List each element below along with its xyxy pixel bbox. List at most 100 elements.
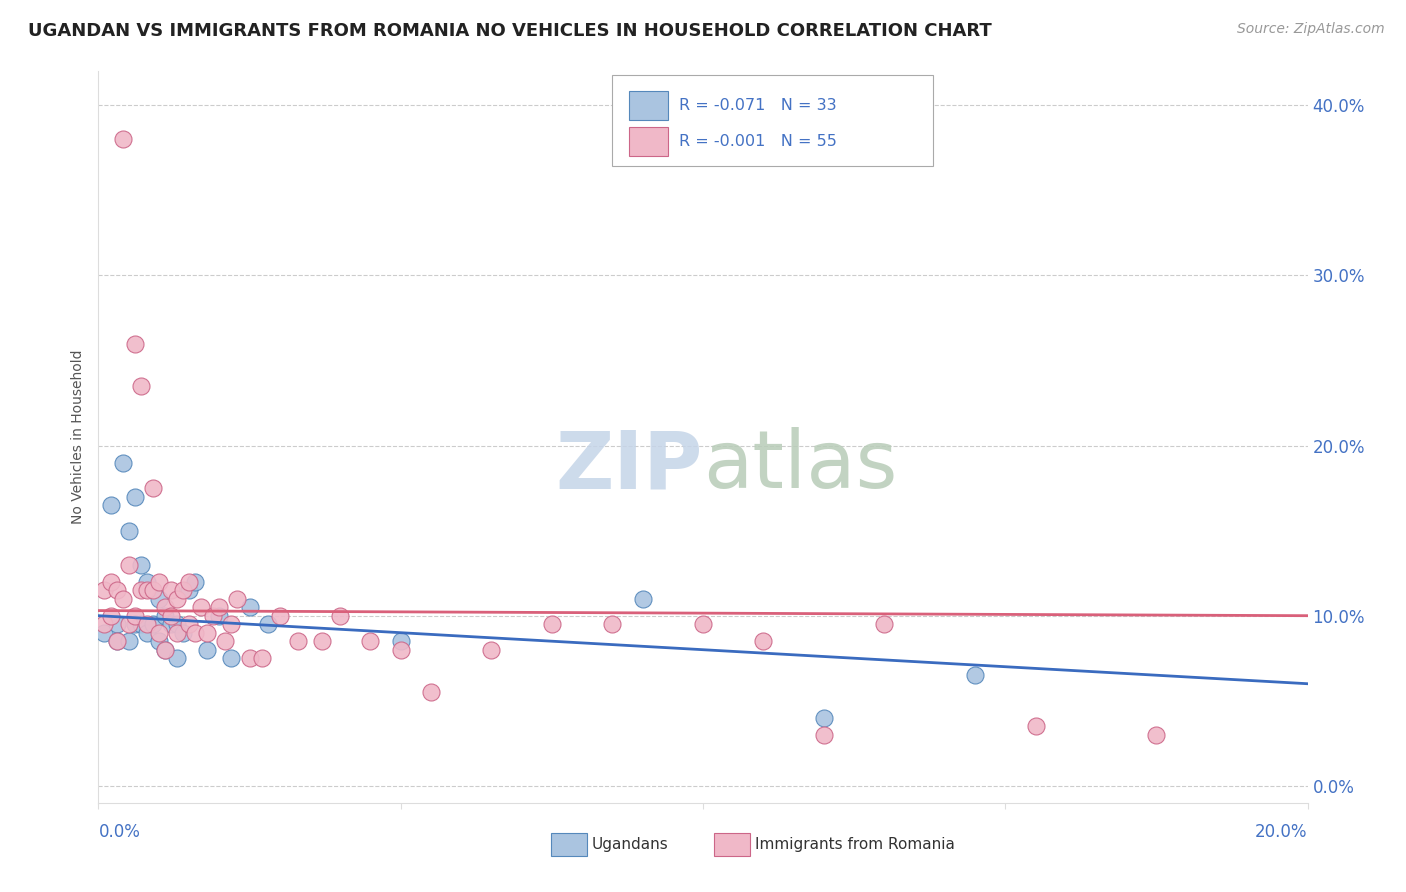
Point (190, 600, 212, 615)
Point (129, 617, 152, 632)
Point (105, 634, 128, 648)
Point (93, 583, 115, 598)
Point (329, 608, 352, 623)
Point (129, 583, 152, 598)
Text: ZIP: ZIP (555, 427, 703, 506)
Point (100, 498, 122, 512)
Point (287, 634, 309, 648)
Point (105, 583, 128, 598)
Text: Source: ZipAtlas.com: Source: ZipAtlas.com (1237, 22, 1385, 37)
Point (100, 574, 122, 589)
FancyBboxPatch shape (630, 127, 668, 156)
FancyBboxPatch shape (551, 833, 586, 856)
Point (160, 617, 183, 632)
Point (166, 625, 188, 640)
Point (124, 490, 146, 504)
Point (142, 617, 165, 632)
Point (540, 617, 562, 632)
Point (111, 132, 134, 146)
Point (813, 728, 835, 742)
Point (1144, 728, 1167, 742)
Point (179, 574, 201, 589)
Point (124, 617, 146, 632)
Point (148, 625, 170, 640)
FancyBboxPatch shape (630, 91, 668, 120)
Point (221, 617, 243, 632)
Point (118, 617, 141, 632)
Text: R = -0.001   N = 55: R = -0.001 N = 55 (679, 134, 837, 149)
Point (226, 591, 249, 606)
Point (105, 634, 128, 648)
Point (269, 608, 291, 623)
Point (124, 608, 146, 623)
Point (389, 642, 412, 657)
Point (208, 600, 231, 615)
Y-axis label: No Vehicles in Household: No Vehicles in Household (72, 350, 86, 524)
Point (360, 634, 382, 648)
Point (142, 481, 165, 495)
Point (208, 608, 231, 623)
Point (631, 591, 654, 606)
Point (93, 625, 115, 640)
Point (148, 591, 170, 606)
Point (239, 651, 262, 665)
Point (172, 583, 194, 598)
Point (311, 634, 333, 648)
Point (184, 574, 207, 589)
Text: R = -0.071   N = 33: R = -0.071 N = 33 (679, 98, 837, 113)
Text: 20.0%: 20.0% (1256, 823, 1308, 841)
Point (179, 583, 201, 598)
Text: atlas: atlas (703, 427, 897, 506)
FancyBboxPatch shape (613, 75, 932, 167)
Point (153, 642, 176, 657)
Text: Immigrants from Romania: Immigrants from Romania (755, 837, 955, 852)
FancyBboxPatch shape (714, 833, 751, 856)
Point (420, 685, 443, 699)
Point (221, 651, 243, 665)
Point (129, 558, 152, 572)
Point (179, 617, 201, 632)
Point (105, 617, 128, 632)
Point (148, 634, 170, 648)
Point (135, 574, 157, 589)
Point (160, 583, 183, 598)
Point (184, 625, 207, 640)
Point (195, 642, 218, 657)
Point (166, 617, 188, 632)
Point (160, 608, 183, 623)
Point (202, 608, 225, 623)
Point (481, 642, 503, 657)
Point (124, 336, 146, 351)
Text: UGANDAN VS IMMIGRANTS FROM ROMANIA NO VEHICLES IN HOUSEHOLD CORRELATION CHART: UGANDAN VS IMMIGRANTS FROM ROMANIA NO VE… (28, 22, 991, 40)
Point (965, 668, 987, 682)
Point (1024, 719, 1046, 733)
Text: 0.0%: 0.0% (98, 823, 141, 841)
Point (813, 711, 835, 725)
Point (153, 608, 176, 623)
Point (166, 591, 188, 606)
Point (166, 651, 188, 665)
Point (239, 600, 262, 615)
Point (250, 651, 273, 665)
Point (172, 625, 194, 640)
Point (118, 524, 141, 538)
Point (256, 617, 278, 632)
Point (692, 617, 714, 632)
Point (118, 634, 141, 648)
Point (389, 634, 412, 648)
Point (135, 617, 157, 632)
Point (100, 608, 122, 623)
Point (142, 583, 165, 598)
Point (111, 456, 134, 470)
Point (129, 379, 152, 393)
Point (153, 642, 176, 657)
Point (148, 574, 170, 589)
Point (93, 617, 115, 632)
Point (135, 625, 157, 640)
Point (873, 617, 896, 632)
Point (153, 600, 176, 615)
Point (195, 625, 218, 640)
Point (752, 634, 775, 648)
Point (118, 558, 141, 572)
Point (111, 591, 134, 606)
